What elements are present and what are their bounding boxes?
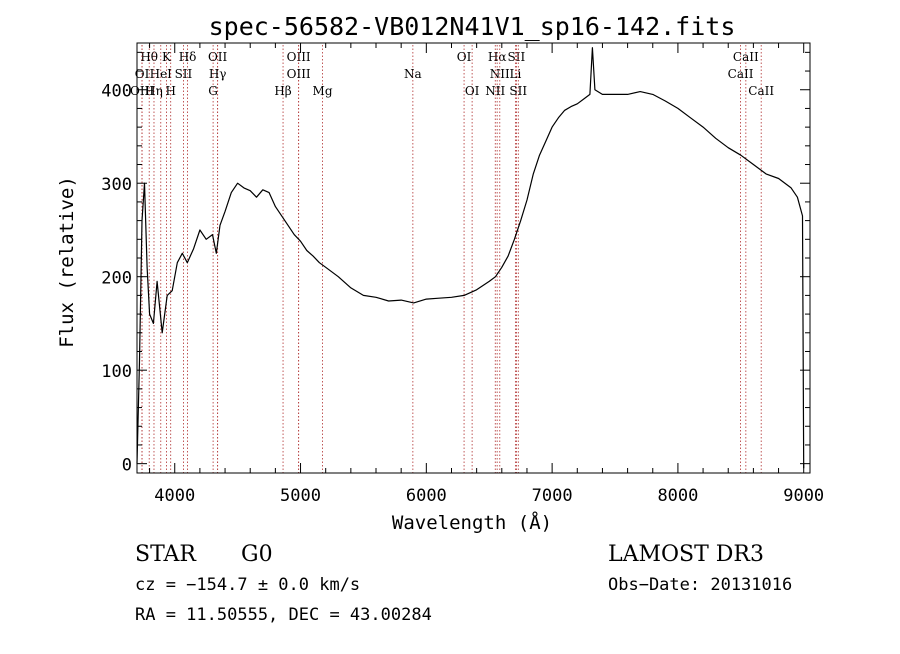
ra-dec: RA = 11.50555, DEC = 43.00284 <box>135 605 432 625</box>
redshift-cz: cz = −154.7 ± 0.0 km/s <box>135 575 360 595</box>
line-marker-label: SII <box>508 50 526 64</box>
line-marker-label: G <box>208 84 218 98</box>
line-marker-label: Hα <box>488 50 507 64</box>
line-marker-label: Na <box>404 67 422 81</box>
line-marker-label: H <box>165 84 175 98</box>
line-marker-label: Hθ <box>140 50 158 64</box>
line-marker-label: Hγ <box>209 67 227 81</box>
y-tick-label: 100 <box>101 362 132 382</box>
line-marker-label: CaII <box>728 67 754 81</box>
line-marker-label: NII <box>490 67 510 81</box>
x-axis-ticks: 4000 5000 6000 7000 8000 9000 <box>149 43 824 506</box>
line-marker-label: NII <box>485 84 505 98</box>
x-tick-label: 5000 <box>280 486 321 506</box>
survey-name: LAMOST DR3 <box>608 542 764 567</box>
line-marker-label: OIII <box>287 67 311 81</box>
line-marker-label: Li <box>509 67 521 81</box>
y-tick-label: 0 <box>122 456 132 476</box>
line-marker-label: HeI <box>150 67 173 81</box>
line-marker-label: OI <box>457 50 472 64</box>
y-axis-ticks: 0 100 200 300 400 <box>101 51 810 476</box>
y-tick-label: 200 <box>101 269 132 289</box>
line-marker-label: Mg <box>313 84 333 98</box>
y-tick-label: 300 <box>101 175 132 195</box>
line-marker-label: CaII <box>733 50 759 64</box>
line-marker-label: OIII <box>130 84 154 98</box>
x-tick-label: 9000 <box>783 486 824 506</box>
line-marker-label: OI <box>465 84 480 98</box>
object-subclass: G0 <box>241 542 273 567</box>
obs-date: Obs−Date: 20131016 <box>608 575 792 595</box>
spectrum-series <box>136 47 805 469</box>
line-marker-label: CaII <box>748 84 774 98</box>
chart-title: spec-56582-VB012N41V1_sp16-142.fits <box>209 12 736 41</box>
y-axis-label: Flux (relative) <box>56 176 78 348</box>
object-class: STAR <box>135 542 197 567</box>
x-tick-label: 7000 <box>532 486 573 506</box>
x-axis-label: Wavelength (Å) <box>392 511 552 534</box>
y-tick-label: 400 <box>101 82 132 102</box>
x-tick-label: 8000 <box>657 486 698 506</box>
x-tick-label: 6000 <box>406 486 447 506</box>
flux-series-line <box>136 47 805 469</box>
line-marker-label: Hη <box>145 84 163 98</box>
line-marker-label: K <box>162 50 172 64</box>
x-tick-label: 4000 <box>154 486 195 506</box>
line-marker-label: Hδ <box>179 50 197 64</box>
line-marker-label: Hβ <box>274 84 291 98</box>
plot-frame <box>136 42 811 474</box>
line-marker-label: SII <box>509 84 527 98</box>
line-marker-label: SII <box>175 67 193 81</box>
